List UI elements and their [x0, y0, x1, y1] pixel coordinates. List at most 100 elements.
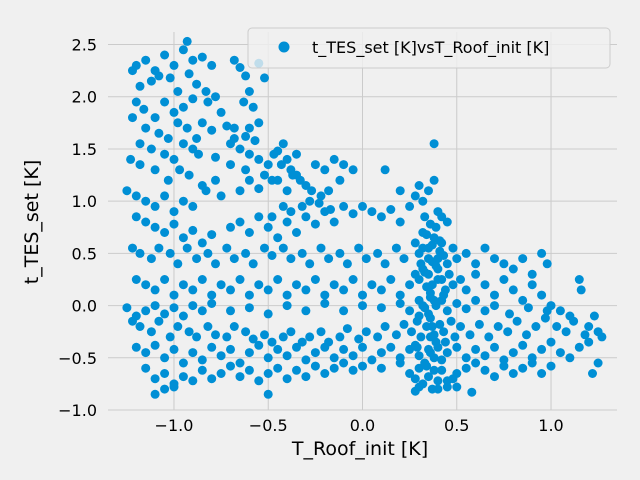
data-point	[178, 280, 188, 290]
data-point	[493, 322, 503, 331]
data-point	[339, 285, 349, 295]
data-point	[358, 301, 367, 311]
data-point	[244, 303, 254, 313]
data-point	[439, 327, 449, 337]
data-point	[425, 348, 435, 358]
data-point	[135, 160, 145, 170]
data-point	[546, 337, 556, 347]
data-point	[235, 186, 245, 196]
data-point	[452, 382, 462, 392]
data-point	[407, 327, 416, 337]
data-point	[395, 290, 405, 300]
data-point	[531, 322, 541, 331]
data-point	[310, 160, 320, 170]
data-point	[301, 372, 311, 382]
data-point	[361, 327, 371, 337]
data-point	[241, 327, 251, 337]
data-point	[244, 228, 254, 237]
data-point	[452, 299, 462, 308]
data-point	[226, 160, 235, 170]
data-point	[150, 165, 160, 175]
data-point	[154, 316, 164, 326]
data-point	[416, 259, 426, 269]
data-point	[452, 369, 462, 378]
data-point	[207, 230, 217, 240]
data-point	[211, 152, 220, 162]
data-point	[597, 332, 607, 342]
data-point	[254, 184, 264, 194]
data-point	[282, 301, 292, 311]
data-point	[342, 324, 352, 334]
data-point	[561, 327, 571, 337]
data-point	[178, 311, 188, 321]
data-point	[508, 264, 518, 274]
data-point	[358, 342, 367, 352]
data-point	[169, 107, 179, 117]
data-point	[424, 309, 433, 319]
data-point	[188, 94, 198, 104]
data-point	[540, 313, 550, 323]
data-point	[267, 212, 277, 222]
data-point	[260, 330, 269, 340]
data-point	[320, 342, 330, 352]
data-point	[173, 118, 183, 128]
legend-label: t_TES_set [K]vsT_Roof_init [K]	[312, 38, 549, 58]
data-point	[395, 299, 405, 308]
data-point	[226, 285, 235, 295]
data-point	[150, 374, 160, 384]
data-point	[490, 372, 499, 382]
data-point	[399, 254, 409, 264]
data-point	[188, 144, 198, 154]
data-point	[574, 342, 584, 352]
data-point	[122, 303, 132, 313]
data-point	[288, 170, 298, 180]
data-point	[192, 332, 202, 342]
data-point	[192, 134, 202, 143]
data-point	[122, 186, 132, 196]
data-point	[154, 243, 164, 253]
data-point	[576, 285, 586, 295]
data-point	[182, 243, 192, 253]
data-point	[440, 337, 450, 347]
data-point	[163, 175, 173, 185]
data-point	[141, 348, 151, 358]
data-point	[263, 309, 273, 319]
data-point	[182, 36, 192, 46]
data-point	[335, 332, 345, 342]
data-point	[160, 228, 170, 237]
data-point	[546, 361, 556, 371]
data-point	[305, 196, 315, 206]
data-point	[160, 97, 170, 107]
data-point	[226, 306, 235, 316]
data-point	[429, 175, 439, 185]
data-point	[229, 322, 239, 331]
data-point	[163, 134, 173, 143]
data-point	[471, 259, 481, 269]
data-point	[435, 319, 445, 329]
data-point	[286, 327, 296, 337]
data-point	[211, 330, 220, 340]
data-point	[169, 290, 179, 300]
data-point	[480, 280, 490, 290]
x-tick-label: −1.0	[155, 416, 194, 435]
data-point	[178, 233, 188, 243]
data-point	[250, 136, 260, 146]
data-point	[244, 123, 254, 133]
data-point	[310, 219, 320, 229]
data-point	[348, 165, 358, 175]
data-point	[203, 97, 213, 107]
data-point	[282, 186, 292, 196]
data-point	[188, 376, 198, 386]
data-point	[292, 149, 301, 159]
data-point	[523, 303, 533, 313]
data-point	[320, 290, 330, 300]
data-point	[207, 299, 217, 308]
data-point	[329, 280, 339, 290]
y-axis-ticks: −1.0 −0.5 0.0 0.5 1.0 1.5 2.0 2.5	[58, 36, 97, 420]
data-point	[339, 160, 349, 170]
data-point	[499, 361, 509, 371]
data-point	[358, 290, 367, 300]
y-axis-label: t_TES_set [K]	[21, 160, 43, 284]
data-point	[165, 248, 175, 258]
data-point	[207, 342, 217, 352]
